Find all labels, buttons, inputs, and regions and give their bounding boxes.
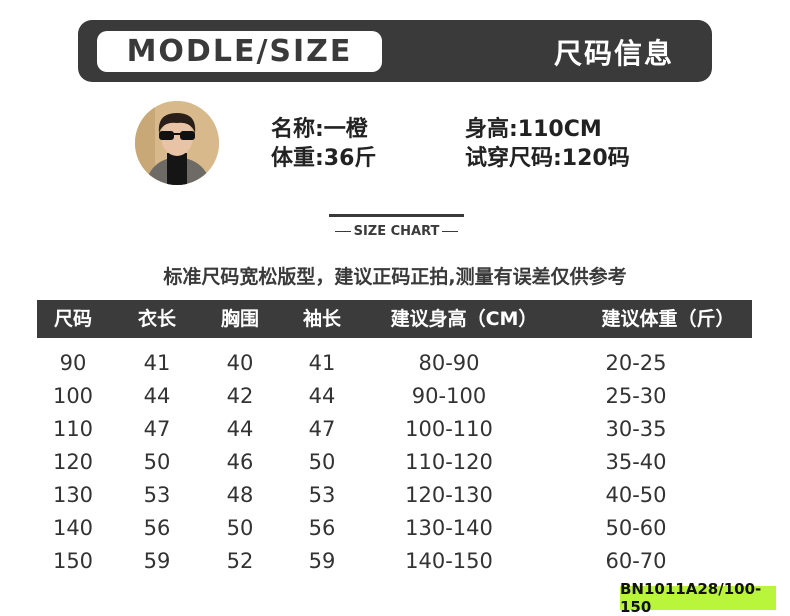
table-cell: 130 [52, 483, 94, 507]
header-subtitle: 尺码信息 [553, 37, 674, 70]
table-cell: 46 [226, 450, 254, 474]
column-header: 胸围 [220, 308, 260, 330]
model-try-size: 试穿尺码:120码 [465, 146, 630, 171]
column-header: 尺码 [53, 308, 93, 330]
table-cell: 53 [308, 483, 336, 507]
table-cell: 44 [143, 384, 171, 408]
header-title-pill: MODLE/SIZE [97, 31, 382, 72]
table-cell: 120 [52, 450, 94, 474]
table-cell: 50-60 [605, 516, 667, 540]
table-cell: 56 [308, 516, 336, 540]
table-cell: 50 [143, 450, 171, 474]
table-cell: 42 [226, 384, 254, 408]
table-cell: 48 [226, 483, 254, 507]
table-cell: 120-130 [405, 483, 493, 507]
table-cell: 50 [308, 450, 336, 474]
table-cell: 140-150 [405, 549, 493, 573]
table-header: 尺码 衣长 胸围 袖长 建议身高（CM） 建议体重（斤） [37, 300, 752, 338]
product-code-tag: BN1011A28/100-150 [620, 580, 776, 616]
divider [329, 214, 464, 217]
table-cell: 59 [308, 549, 336, 573]
size-note: 标准尺码宽松版型，建议正码正拍,测量有误差仅供参考 [163, 266, 627, 288]
column-header: 建议身高（CM） [390, 308, 538, 330]
table-cell: 90 [59, 351, 87, 375]
table-cell: 40-50 [605, 483, 667, 507]
table-cell: 25-30 [605, 384, 667, 408]
table-cell: 44 [308, 384, 336, 408]
model-name: 名称:一橙 [271, 117, 368, 142]
table-cell: 30-35 [605, 417, 667, 441]
table-cell: 52 [226, 549, 254, 573]
header-bar: MODLE/SIZE 尺码信息 [78, 20, 712, 82]
table-cell: 56 [143, 516, 171, 540]
column-header: 衣长 [137, 308, 177, 330]
table-cell: 41 [308, 351, 336, 375]
table-cell: 53 [143, 483, 171, 507]
table-cell: 41 [143, 351, 171, 375]
table-cell: 44 [226, 417, 254, 441]
model-weight: 体重:36斤 [271, 146, 377, 171]
table-cell: 40 [226, 351, 254, 375]
table-cell: 100 [52, 384, 94, 408]
column-header: 袖长 [302, 308, 342, 330]
table-cell: 47 [308, 417, 336, 441]
table-cell: 130-140 [405, 516, 493, 540]
table-cell: 20-25 [605, 351, 667, 375]
table-cell: 80-90 [418, 351, 480, 375]
table-cell: 35-40 [605, 450, 667, 474]
table-cell: 59 [143, 549, 171, 573]
model-height: 身高:110CM [465, 117, 602, 142]
table-cell: 140 [52, 516, 94, 540]
table-cell: 60-70 [605, 549, 667, 573]
table-cell: 110-120 [405, 450, 493, 474]
table-cell: 150 [52, 549, 94, 573]
column-header: 建议体重（斤） [601, 308, 735, 330]
model-avatar [135, 101, 219, 185]
table-cell: 100-110 [405, 417, 493, 441]
table-cell: 110 [52, 417, 94, 441]
table-cell: 47 [143, 417, 171, 441]
size-chart-label: SIZE CHART [329, 224, 464, 239]
table-cell: 90-100 [411, 384, 487, 408]
table-cell: 50 [226, 516, 254, 540]
